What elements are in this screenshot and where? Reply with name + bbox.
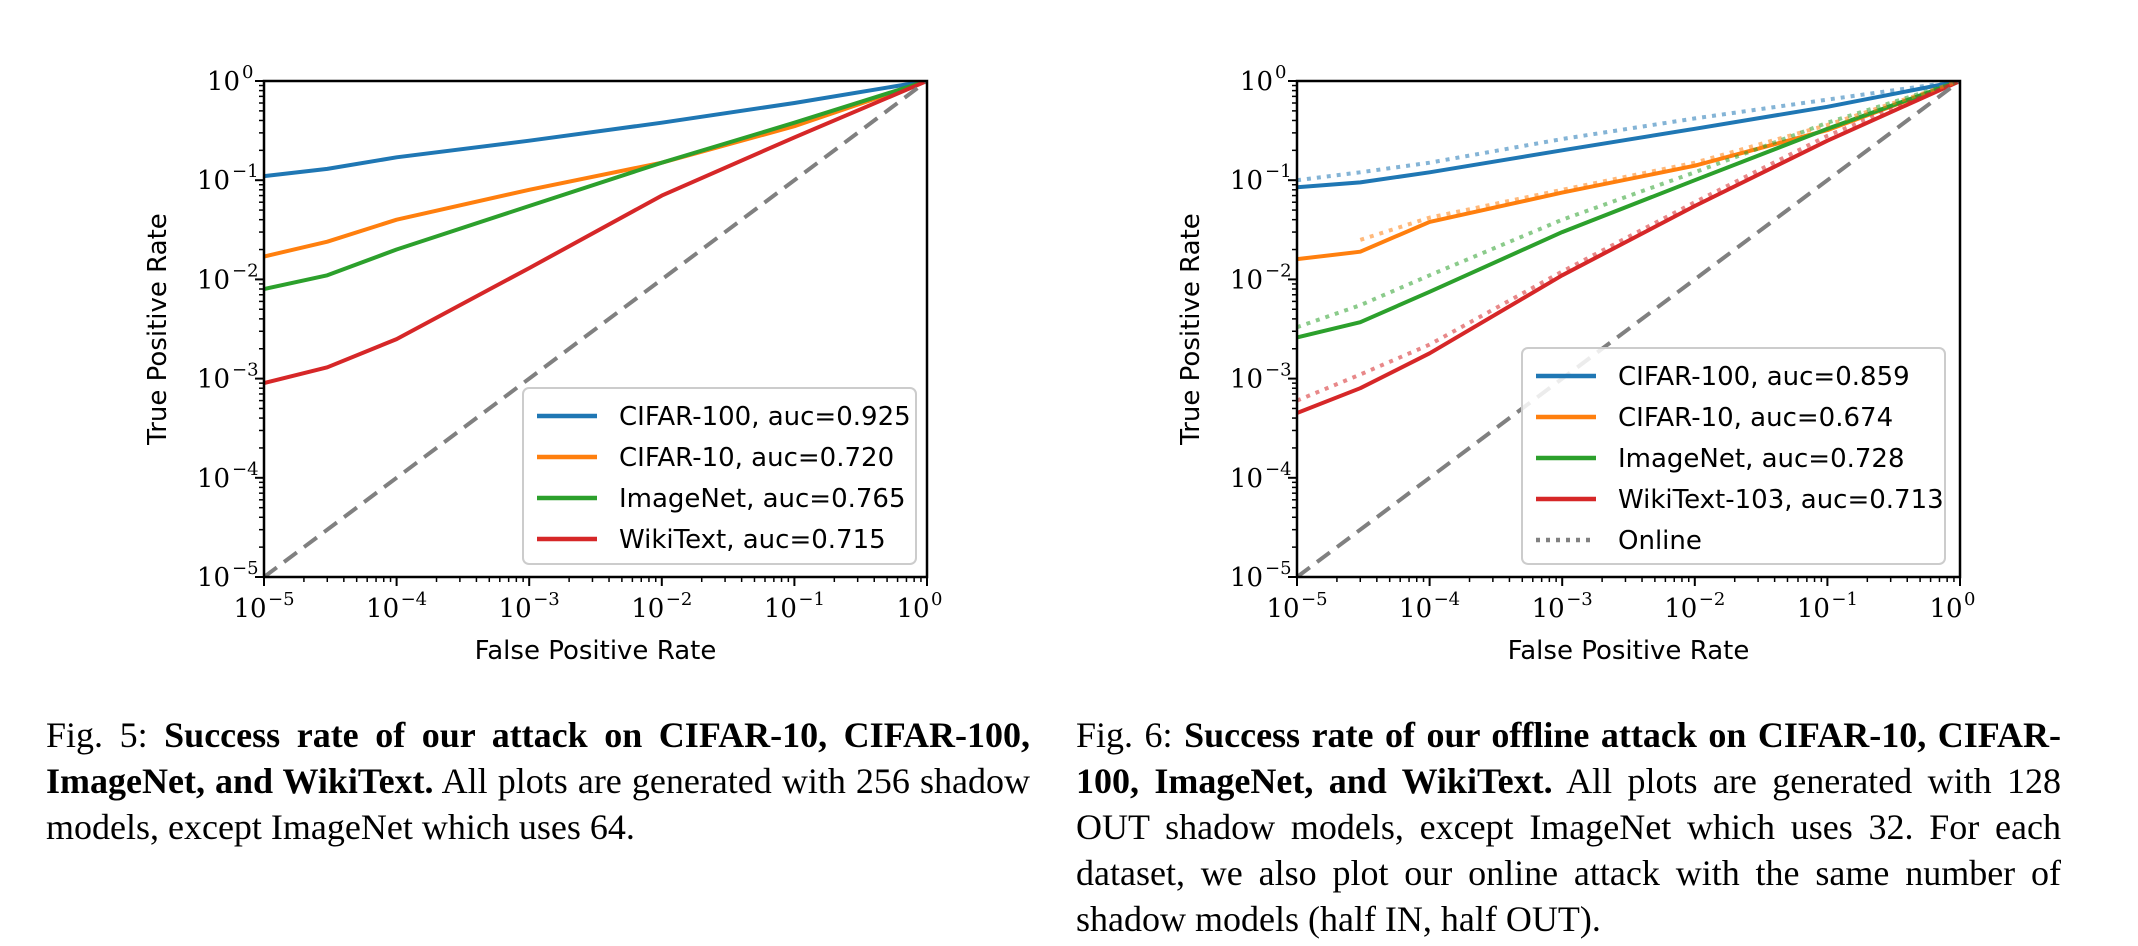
caption-fig5-text: All plots are generated with 256 shadow …: [46, 761, 1030, 847]
online-series-line-8: [1297, 81, 1960, 403]
axes-frame: [1295, 79, 1962, 579]
x-axis-label: False Positive Rate: [475, 636, 717, 666]
y-axis-label: True Positive Rate: [143, 213, 173, 446]
legend-entry: WikiText, auc=0.715: [619, 525, 886, 555]
x-tick-label: 10: [499, 594, 532, 624]
y-tick-exponent: −4: [232, 459, 259, 480]
y-tick-exponent: 0: [1275, 62, 1286, 83]
legend: CIFAR-100, auc=0.859 CIFAR-10, auc=0.674 I…: [1521, 347, 1946, 565]
x-tick-label: 10: [233, 594, 266, 624]
x-tick-exponent: −1: [798, 589, 825, 610]
y-tick-exponent: −4: [1265, 459, 1292, 480]
y-tick-exponent: −3: [1265, 360, 1292, 381]
y-tick-exponent: 0: [242, 62, 253, 83]
x-tick-exponent: −5: [1301, 589, 1328, 610]
y-tick-exponent: −2: [1265, 260, 1292, 281]
x-tick-exponent: −2: [1699, 589, 1726, 610]
series-line-1: [1297, 81, 1960, 190]
y-tick-label: 10: [197, 365, 230, 395]
y-tick-label: 10: [197, 563, 230, 593]
series-line-1: [264, 81, 927, 179]
y-tick-label: 10: [1230, 166, 1263, 196]
x-tick-label: 10: [366, 594, 399, 624]
legend-entry: WikiText-103, auc=0.713: [1618, 485, 1944, 515]
x-tick-label: 10: [764, 594, 797, 624]
legend-entry: ImageNet, auc=0.728: [1618, 444, 1905, 474]
x-tick-label: 10: [1532, 594, 1565, 624]
caption-fig6: Fig. 6: Success rate of our offline atta…: [1076, 712, 2061, 942]
plot-area: [1297, 81, 1960, 577]
y-tick-label: 10: [1230, 265, 1263, 295]
y-tick-exponent: −1: [232, 161, 259, 182]
y-tick-exponent: −3: [232, 360, 259, 381]
online-series-line-5: [1297, 81, 1960, 183]
chart-panel-1: 10 −5 10 −4 10 −3 10 −2 10 −1 10 010 010 −110 −210 −310…: [143, 62, 942, 666]
x-tick-label: 10: [1929, 594, 1962, 624]
plot-area: [264, 81, 927, 577]
series-line-4: [1297, 81, 1960, 415]
caption-fig5: Fig. 5: Success rate of our attack on CI…: [46, 712, 1030, 850]
online-series-line-6: [1359, 81, 1960, 242]
y-tick-exponent: −5: [232, 558, 259, 579]
series-line-2: [1297, 81, 1960, 262]
x-tick-exponent: −2: [666, 589, 693, 610]
series-line-3: [264, 81, 927, 291]
legend-entry: Online: [1618, 526, 1702, 556]
x-tick-exponent: −1: [1831, 589, 1858, 610]
series-line-3: [1297, 81, 1960, 340]
x-tick-exponent: 0: [931, 589, 942, 610]
series-line-2: [264, 81, 927, 259]
legend-entry: CIFAR-10, auc=0.720: [619, 443, 894, 473]
x-tick-label: 10: [1399, 594, 1432, 624]
y-tick-label: 10: [197, 464, 230, 494]
x-tick-exponent: −4: [1434, 589, 1461, 610]
y-tick-exponent: −5: [1265, 558, 1292, 579]
x-tick-exponent: −4: [401, 589, 428, 610]
caption-fig6-bold: Success rate of our offline attack on CI…: [1076, 715, 2062, 801]
x-tick-label: 10: [1266, 594, 1299, 624]
y-tick-exponent: −1: [1265, 161, 1292, 182]
y-tick-label: 10: [1230, 563, 1263, 593]
y-tick-label: 10: [207, 67, 240, 97]
legend-entry: CIFAR-10, auc=0.674: [1618, 403, 1893, 433]
x-tick-exponent: −5: [268, 589, 295, 610]
y-tick-exponent: −2: [232, 260, 259, 281]
y-tick-label: 10: [1230, 464, 1263, 494]
caption-fig6-text: All plots are generated with 128 OUT sha…: [1076, 761, 2061, 939]
series-line-4: [264, 81, 927, 386]
x-axis-label: False Positive Rate: [1508, 636, 1750, 666]
chart-panel-2: 10 −5 10 −4 10 −3 10 −2 10 −1 10 010 010 −110 −210 −310…: [1176, 62, 1975, 666]
y-tick-label: 10: [1230, 365, 1263, 395]
x-tick-label: 10: [631, 594, 664, 624]
x-tick-label: 10: [1797, 594, 1830, 624]
legend: CIFAR-100, auc=0.925 CIFAR-10, auc=0.720 I…: [522, 387, 917, 565]
caption-fig5-label: Fig. 5:: [46, 715, 148, 755]
legend-entry: CIFAR-100, auc=0.925: [619, 402, 911, 432]
caption-fig5-bold: Success rate of our attack on CIFAR-10, …: [46, 715, 1030, 801]
axes-frame: [262, 79, 929, 579]
y-axis-label: True Positive Rate: [1176, 213, 1206, 446]
x-tick-label: 10: [1664, 594, 1697, 624]
y-tick-label: 10: [197, 265, 230, 295]
x-tick-exponent: −3: [1566, 589, 1593, 610]
y-tick-label: 10: [197, 166, 230, 196]
legend-entry: CIFAR-100, auc=0.859: [1618, 362, 1910, 392]
diagonal-reference-line-9: [1297, 81, 1960, 577]
legend-box: [522, 387, 917, 565]
legend-entry: ImageNet, auc=0.765: [619, 484, 906, 514]
legend-box: [1521, 347, 1946, 565]
diagonal-reference-line-5: [264, 81, 927, 577]
caption-fig6-label: Fig. 6:: [1076, 715, 1173, 755]
x-tick-exponent: 0: [1964, 589, 1975, 610]
x-tick-exponent: −3: [533, 589, 560, 610]
x-tick-label: 10: [896, 594, 929, 624]
y-tick-label: 10: [1240, 67, 1273, 97]
